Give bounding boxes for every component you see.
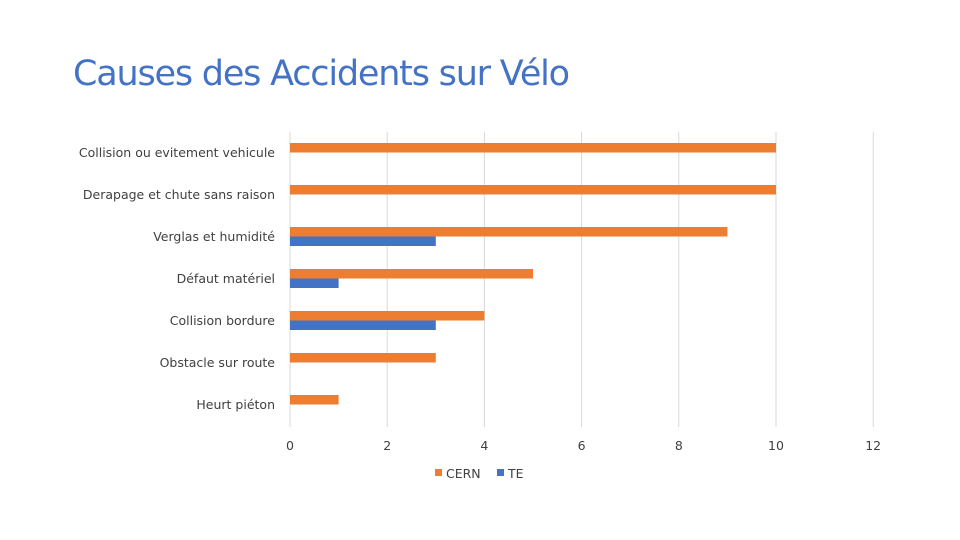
bar-cern	[290, 353, 436, 363]
category-label: Collision ou evitement vehicule	[79, 145, 275, 160]
legend-label-te: TE	[507, 466, 524, 481]
slide-title: Causes des Accidents sur Vélo	[73, 54, 570, 94]
x-tick-label: 0	[286, 438, 294, 453]
bar-te	[290, 320, 436, 330]
bars	[290, 143, 776, 405]
bar-cern	[290, 185, 776, 195]
x-tick-label: 8	[675, 438, 683, 453]
x-tick-label: 4	[480, 438, 488, 453]
category-labels: Collision ou evitement vehicule Derapage …	[79, 145, 275, 412]
bar-cern	[290, 395, 339, 405]
x-tick-label: 12	[865, 438, 881, 453]
category-label: Obstacle sur route	[160, 355, 276, 370]
bar-cern	[290, 227, 728, 237]
category-label: Collision bordure	[170, 313, 276, 328]
category-label: Défaut matériel	[177, 271, 275, 286]
legend-label-cern: CERN	[446, 466, 481, 481]
category-label: Verglas et humidité	[153, 229, 275, 244]
category-label: Heurt piéton	[196, 397, 275, 412]
bar-te	[290, 278, 339, 288]
category-label: Derapage et chute sans raison	[83, 187, 275, 202]
legend-swatch-te	[497, 469, 504, 476]
x-tick-label: 6	[578, 438, 586, 453]
bar-cern	[290, 269, 533, 279]
x-tick-label: 10	[768, 438, 784, 453]
x-tick-label: 2	[383, 438, 391, 453]
bar-cern	[290, 311, 485, 321]
gridlines	[289, 132, 874, 427]
legend-swatch-cern	[435, 469, 442, 476]
x-tick-labels: 0 2 4 6 8 10 12	[286, 438, 881, 453]
legend: CERN TE	[435, 466, 524, 481]
bar-cern	[290, 143, 776, 153]
bar-te	[290, 236, 436, 246]
